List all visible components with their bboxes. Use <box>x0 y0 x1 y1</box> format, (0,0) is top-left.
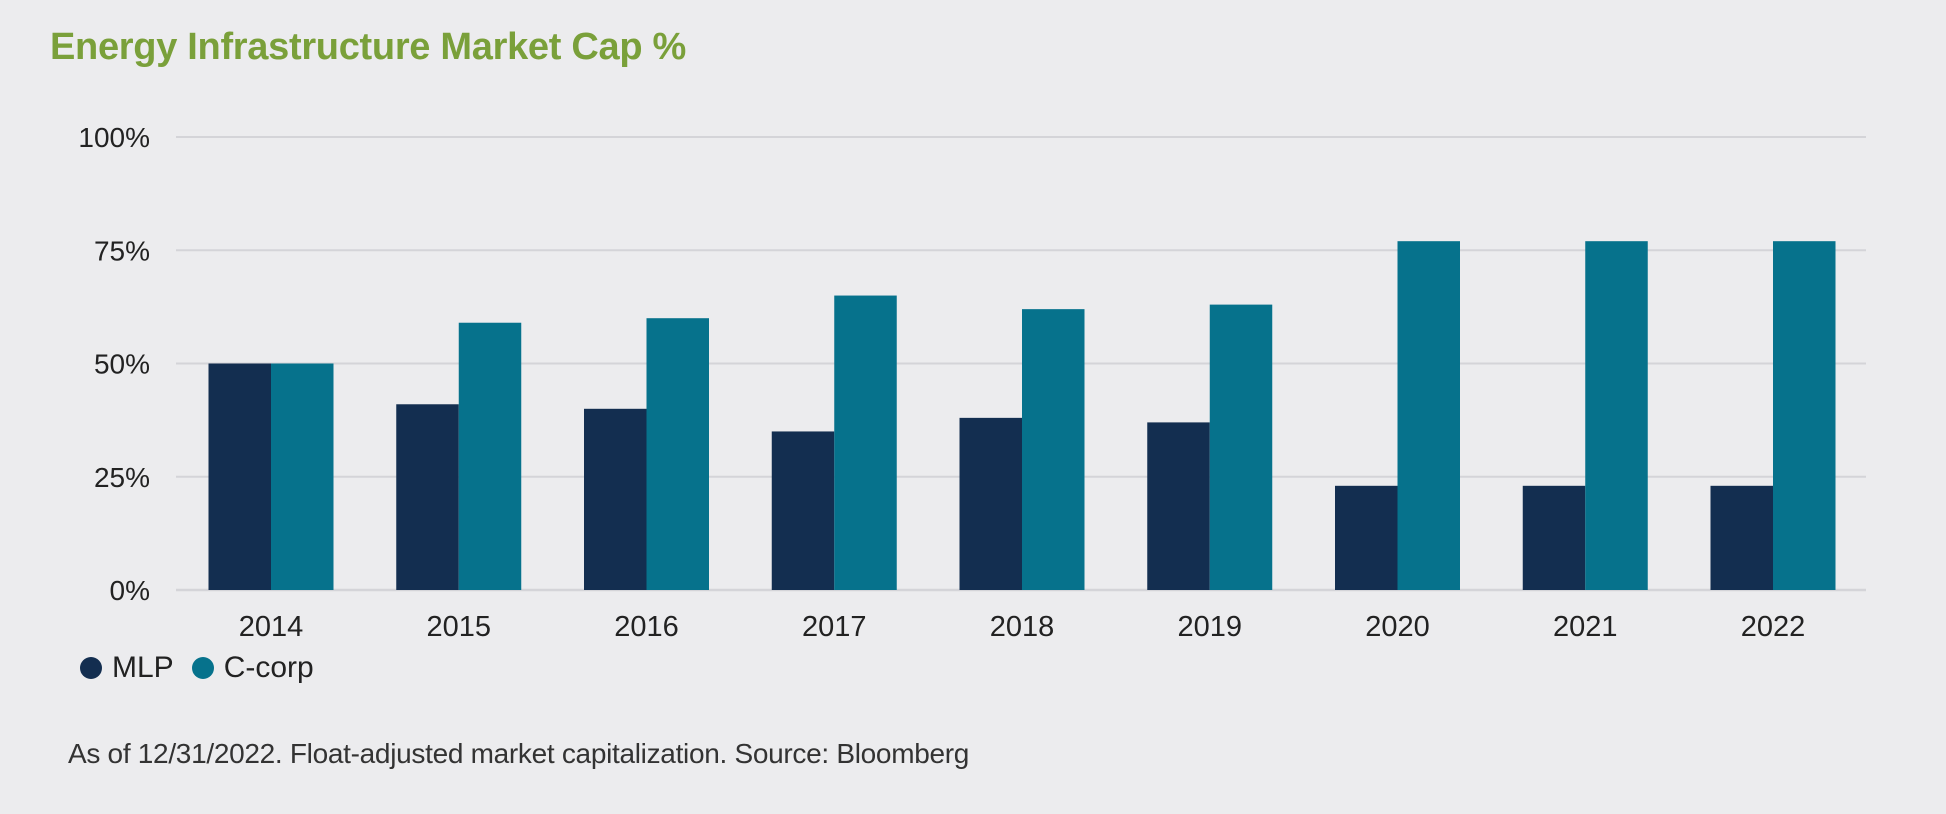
y-axis-tick-labels: 0% 25% 50% 75% 100% <box>78 122 150 606</box>
x-tick-label: 2022 <box>1741 611 1806 643</box>
bar-mlp-2022 <box>1710 485 1773 590</box>
legend-label-mlp: MLP <box>112 651 174 684</box>
footnote: As of 12/31/2022. Float-adjusted market … <box>68 738 970 769</box>
legend: MLP C-corp <box>80 651 332 685</box>
x-axis-tick-labels: 2014 2015 2016 2017 2018 2019 2020 2021 2022 <box>239 611 1806 643</box>
y-tick-label: 75% <box>94 235 150 266</box>
legend-dot-ccorp <box>191 657 214 679</box>
bar-mlp-2015 <box>396 404 459 590</box>
x-tick-label: 2019 <box>1177 611 1242 643</box>
bar-ccorp-2014 <box>271 363 334 590</box>
x-tick-label: 2016 <box>614 611 679 643</box>
x-tick-label: 2014 <box>239 611 304 643</box>
bar-ccorp-2020 <box>1397 241 1460 590</box>
bars <box>208 241 1836 590</box>
y-tick-label: 50% <box>94 349 150 380</box>
bar-mlp-2021 <box>1522 485 1586 590</box>
x-tick-label: 2015 <box>426 611 491 643</box>
bar-ccorp-2015 <box>458 322 522 590</box>
bar-ccorp-2021 <box>1585 241 1648 590</box>
y-tick-label: 25% <box>94 462 150 493</box>
y-tick-label: 0% <box>110 575 150 606</box>
bar-ccorp-2016 <box>646 318 709 590</box>
bar-mlp-2020 <box>1335 485 1398 590</box>
bar-mlp-2014 <box>208 363 271 590</box>
legend-item-mlp: MLP <box>80 651 174 685</box>
x-tick-label: 2018 <box>990 611 1055 643</box>
bar-mlp-2016 <box>584 408 647 590</box>
bar-ccorp-2022 <box>1773 241 1836 590</box>
legend-label-ccorp: C-corp <box>223 651 314 684</box>
bar-mlp-2017 <box>771 431 835 590</box>
bar-ccorp-2019 <box>1209 304 1273 590</box>
chart-title: Energy Infrastructure Market Cap % <box>50 26 686 68</box>
bar-ccorp-2018 <box>1022 309 1085 590</box>
x-tick-label: 2017 <box>802 611 867 643</box>
bar-ccorp-2017 <box>834 295 897 590</box>
y-tick-label: 100% <box>78 122 150 153</box>
legend-item-ccorp: C-corp <box>191 651 314 685</box>
bar-mlp-2019 <box>1147 422 1210 590</box>
bar-mlp-2018 <box>959 417 1022 590</box>
x-tick-label: 2020 <box>1365 611 1430 643</box>
x-tick-label: 2021 <box>1553 611 1618 643</box>
legend-dot-mlp <box>80 657 102 679</box>
